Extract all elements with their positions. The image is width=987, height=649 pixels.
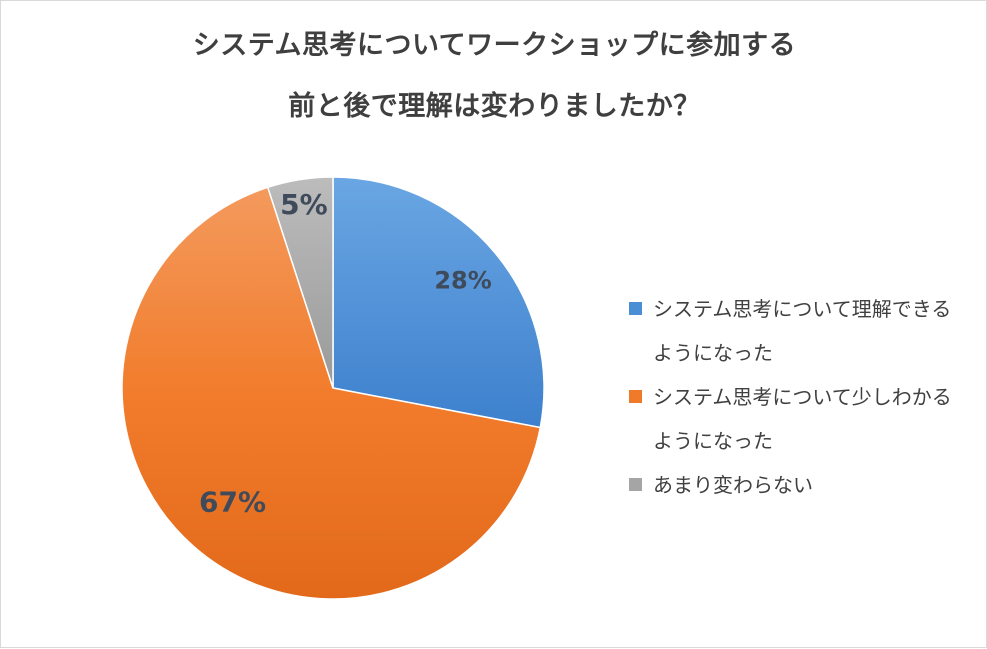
legend-item-somewhat: システム思考について少しわかる ようになった [629, 375, 979, 463]
pie-slice-somewhat [121, 186, 542, 600]
pie-label-somewhat: 67% [199, 485, 266, 518]
pie-label-understand: 28% [434, 266, 491, 294]
legend-swatch-gray [629, 478, 642, 491]
legend-label-line-2: ようになった [653, 341, 773, 365]
pie-slice-unchanged [266, 176, 334, 389]
legend-label-line-1: システム思考について少しわかる [653, 385, 952, 409]
legend-swatch-orange [629, 390, 642, 403]
chart-title-line-1: システム思考についてワークショップに参加する [192, 30, 797, 61]
legend-item-unchanged: あまり変わらない [629, 463, 979, 507]
legend-item-understand: システム思考について理解できる ようになった [629, 287, 979, 375]
legend-label-line-1: システム思考について理解できる [653, 297, 952, 321]
pie-label-unchanged: 5% [280, 188, 328, 221]
chart-title-line-2: 前と後で理解は変わりましたか？ [288, 91, 701, 122]
legend-label-line-1: あまり変わらない [653, 473, 813, 497]
pie-slice-understand [332, 176, 545, 429]
legend-label-line-2: ようになった [653, 429, 773, 453]
legend-swatch-blue [629, 302, 642, 315]
chart-legend: システム思考について理解できる ようになった システム思考について少しわかる よ… [629, 287, 979, 507]
